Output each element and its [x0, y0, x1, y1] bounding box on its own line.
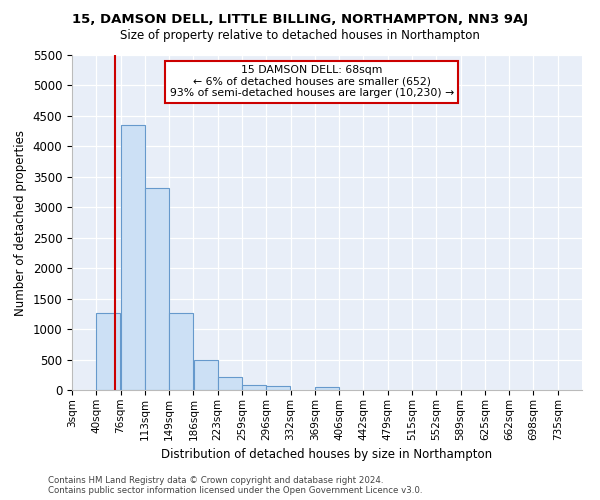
Y-axis label: Number of detached properties: Number of detached properties	[14, 130, 27, 316]
Bar	[218, 376, 242, 390]
Text: 15, DAMSON DELL, LITTLE BILLING, NORTHAMPTON, NN3 9AJ: 15, DAMSON DELL, LITTLE BILLING, NORTHAM…	[72, 12, 528, 26]
Text: Contains HM Land Registry data © Crown copyright and database right 2024.
Contai: Contains HM Land Registry data © Crown c…	[48, 476, 422, 495]
Bar	[121, 125, 145, 390]
Bar	[315, 386, 339, 390]
Bar	[242, 384, 266, 390]
X-axis label: Distribution of detached houses by size in Northampton: Distribution of detached houses by size …	[161, 448, 493, 461]
Bar	[266, 386, 290, 390]
Bar	[169, 314, 193, 390]
Bar	[97, 314, 121, 390]
Text: 15 DAMSON DELL: 68sqm
← 6% of detached houses are smaller (652)
93% of semi-deta: 15 DAMSON DELL: 68sqm ← 6% of detached h…	[170, 65, 454, 98]
Text: Size of property relative to detached houses in Northampton: Size of property relative to detached ho…	[120, 29, 480, 42]
Bar	[145, 188, 169, 390]
Bar	[194, 360, 218, 390]
